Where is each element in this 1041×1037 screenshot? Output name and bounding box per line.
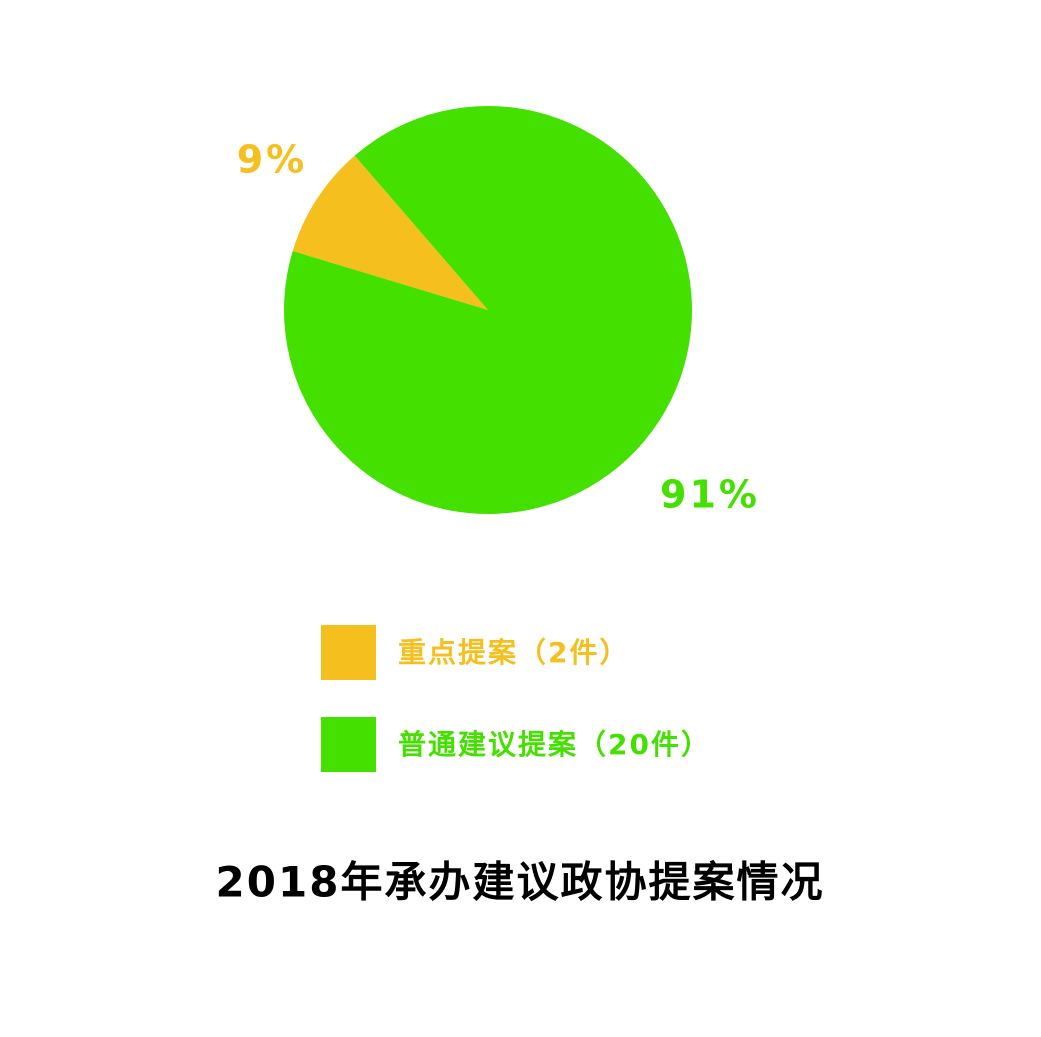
legend-label: 重点提案（2件） bbox=[398, 636, 629, 669]
legend-label: 普通建议提案（20件） bbox=[398, 728, 711, 761]
data-label: 91% bbox=[660, 473, 760, 517]
pie-slice bbox=[284, 106, 692, 515]
data-label: 9% bbox=[237, 138, 308, 182]
legend-swatch bbox=[321, 625, 376, 680]
chart-title: 2018年承办建议政协提案情况 bbox=[216, 858, 825, 907]
legend-swatch bbox=[321, 717, 376, 772]
pie-slice bbox=[292, 155, 488, 310]
